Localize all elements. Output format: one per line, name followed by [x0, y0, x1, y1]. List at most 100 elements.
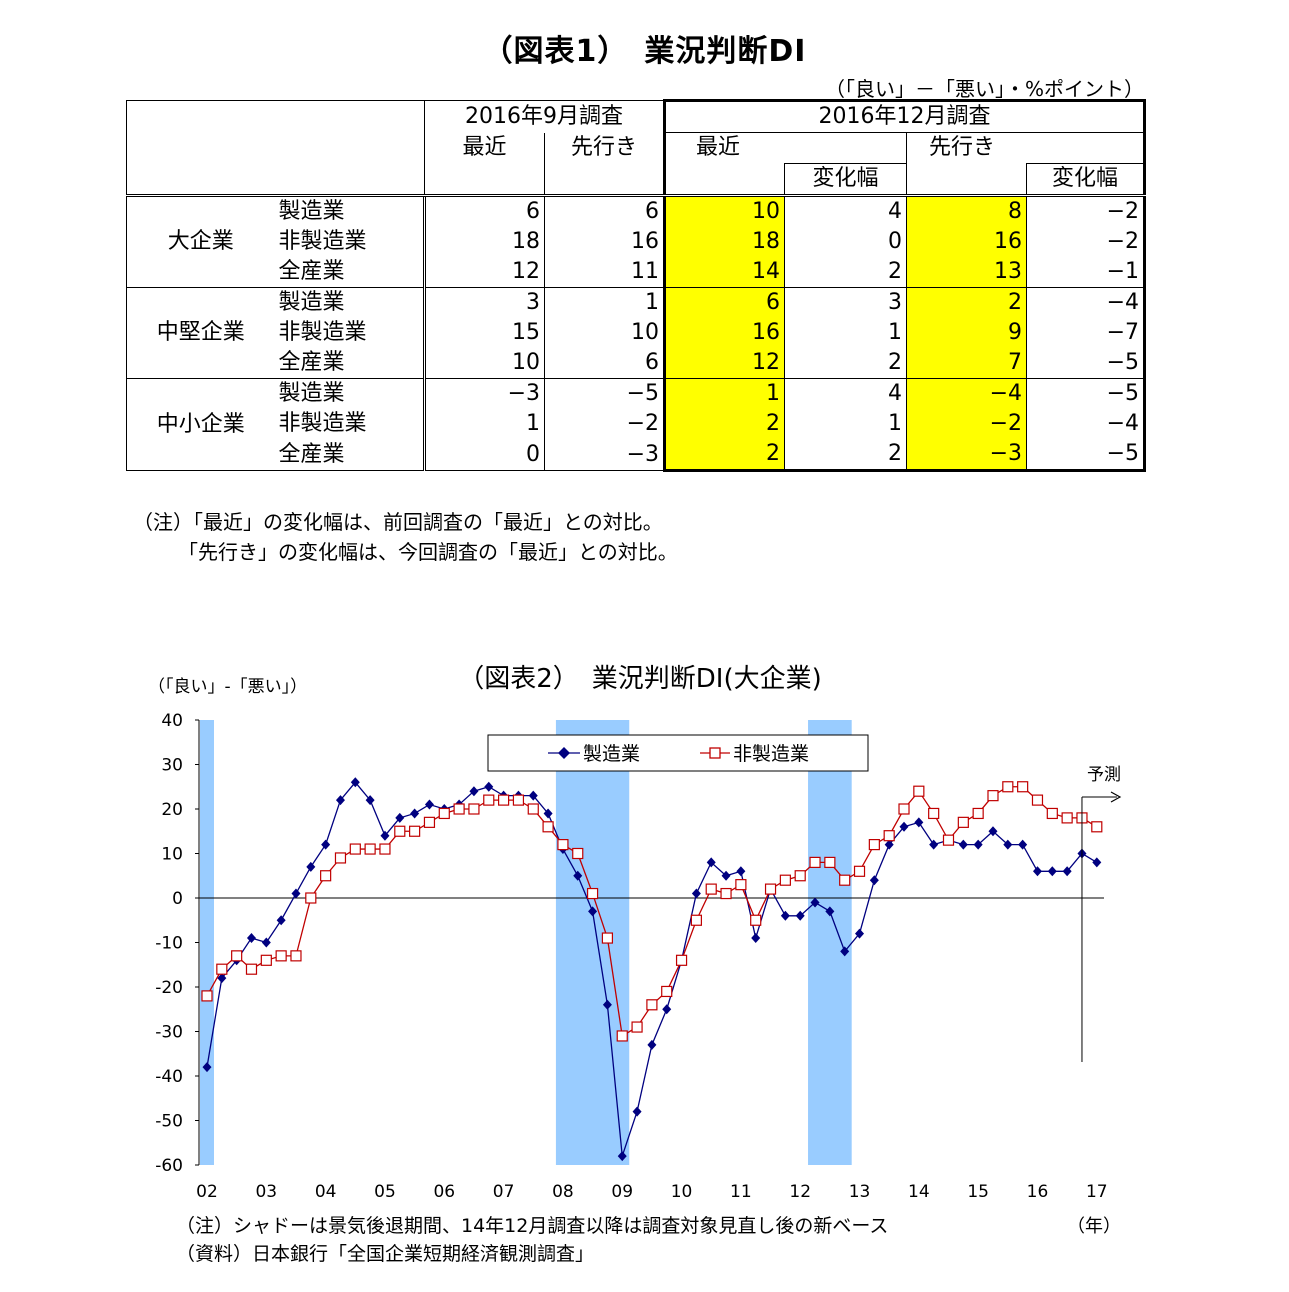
data-point-nonmanufacturing [779, 874, 791, 886]
dec-outlook-change-value: −5 [1026, 378, 1146, 409]
data-point-nonmanufacturing [438, 807, 450, 820]
header-survey-sep: 2016年9月調査 [424, 100, 665, 133]
sep-recent-value: 3 [423, 287, 545, 318]
x-tick-label: 02 [196, 1182, 218, 1202]
data-point-nonmanufacturing [349, 843, 361, 855]
x-tick-label: 15 [967, 1182, 989, 1202]
header-dec-outlook: 先行き [906, 132, 1027, 164]
sep-recent-value: 0 [423, 439, 545, 471]
data-point-nonmanufacturing [750, 914, 762, 926]
data-point-manufacturing [810, 897, 820, 908]
data-point-nonmanufacturing [1002, 781, 1014, 793]
data-point-manufacturing [573, 870, 583, 881]
data-point-nonmanufacturing [928, 807, 940, 820]
data-point-manufacturing [276, 915, 286, 926]
data-point-manufacturing [647, 1039, 657, 1050]
company-size-label: 中小企業 [126, 378, 275, 471]
industry-label: 製造業 [274, 378, 425, 409]
data-point-manufacturing [929, 839, 939, 850]
dec-outlook-change-value: −2 [1026, 227, 1146, 257]
sep-recent-value: 18 [423, 227, 545, 257]
sep-recent-value: 1 [423, 409, 545, 439]
data-point-nonmanufacturing [320, 870, 332, 882]
chart-title: （図表2） 業況判断DI(大企業) [458, 664, 822, 694]
data-point-nonmanufacturing [483, 794, 495, 806]
data-point-nonmanufacturing [364, 843, 376, 855]
dec-recent-change-value: 3 [784, 287, 907, 318]
corner-cell [126, 100, 425, 196]
header-survey-dec: 2016年12月調査 [663, 99, 1146, 133]
x-tick-label: 14 [908, 1182, 930, 1202]
data-point-nonmanufacturing [839, 874, 851, 886]
company-size-label: 大企業 [126, 194, 275, 288]
di-line-chart: （図表2） 業況判断DI(大企業) （「良い」-「悪い」） 40 30 20 10 0 -… [148, 664, 1122, 1265]
table-row: 中堅企業 製造業 3 1 6 3 2 −4 [126, 287, 1146, 379]
data-point-nonmanufacturing [275, 950, 287, 962]
data-point-manufacturing [395, 812, 405, 823]
dec-outlook-change-value: −4 [1026, 409, 1146, 439]
data-point-nonmanufacturing [572, 847, 584, 860]
header-dec-recent-change: 変化幅 [784, 163, 907, 196]
data-point-nonmanufacturing [942, 834, 955, 846]
table-row: 中小企業 製造業 −3 −5 1 4 −4 −5 [126, 378, 1146, 471]
chart-source: （資料）日本銀行「全国企業短期経済観測調査」 [176, 1243, 594, 1265]
forecast-label: 予測 [1087, 765, 1121, 785]
table-row: 全産業 10 6 12 2 7 −5 [127, 348, 1146, 379]
data-point-nonmanufacturing [883, 830, 895, 842]
company-size-label: 中堅企業 [126, 287, 275, 379]
data-point-manufacturing [424, 799, 434, 810]
data-point-manufacturing [602, 999, 612, 1010]
data-point-nonmanufacturing [631, 1021, 643, 1033]
sep-outlook-value: −2 [544, 409, 665, 439]
dec-outlook-change-value: −1 [1026, 257, 1146, 288]
data-point-nonmanufacturing [1017, 781, 1029, 793]
data-point-manufacturing [958, 839, 968, 850]
data-point-manufacturing [795, 910, 805, 921]
data-point-nonmanufacturing [705, 883, 717, 895]
data-point-nonmanufacturing [468, 803, 480, 815]
x-tick-label: 04 [315, 1182, 337, 1202]
data-point-nonmanufacturing [616, 1030, 628, 1042]
x-tick-label: 10 [671, 1182, 693, 1202]
sep-recent-value: 6 [423, 194, 545, 227]
dec-recent-value: 14 [663, 257, 785, 288]
data-point-manufacturing [350, 777, 360, 788]
dec-outlook-change-value: −4 [1026, 287, 1146, 318]
sep-recent-value: 15 [423, 318, 545, 348]
table-note-2: 「先行き」の変化幅は、今回調査の「最近」との対比。 [178, 540, 678, 564]
y-tick-label: 30 [161, 756, 183, 776]
legend: 製造業 非製造業 [487, 734, 869, 772]
data-point-nonmanufacturing [379, 843, 391, 855]
sep-outlook-value: 1 [544, 287, 665, 318]
header-dec-outlook-change: 変化幅 [1026, 163, 1146, 196]
dec-outlook-value: −3 [906, 439, 1027, 472]
table-note-1: （注）「最近」の変化幅は、前回調査の「最近」との対比。 [133, 510, 663, 534]
recession-shade [808, 720, 852, 1165]
data-point-nonmanufacturing [1031, 794, 1044, 806]
data-point-nonmanufacturing [1091, 821, 1103, 833]
table-row: 非製造業 18 16 18 0 16 −2 [127, 227, 1146, 257]
data-point-nonmanufacturing [913, 785, 925, 797]
data-point-nonmanufacturing [260, 954, 272, 966]
table-row: 非製造業 15 10 16 1 9 −7 [127, 318, 1146, 348]
dec-outlook-value: 7 [906, 348, 1027, 379]
data-point-manufacturing [1018, 839, 1028, 850]
data-point-manufacturing [217, 973, 227, 984]
header-sep-recent: 最近 [424, 132, 545, 196]
business-conditions-table: 2016年9月調査 2016年12月調査 最近 先行き 最近 先行き 変化幅 変… [126, 99, 1146, 472]
sep-outlook-value: 11 [544, 257, 665, 288]
y-tick-label: 0 [172, 889, 183, 909]
data-point-manufacturing [291, 888, 301, 899]
dec-recent-value: 6 [663, 287, 785, 318]
legend-label-manufacturing: 製造業 [583, 743, 640, 765]
sep-outlook-value: −5 [544, 378, 665, 409]
data-point-manufacturing [691, 888, 701, 899]
data-point-nonmanufacturing [1061, 812, 1073, 824]
data-point-nonmanufacturing [423, 816, 436, 828]
industry-label: 全産業 [274, 348, 425, 379]
recession-shade [555, 720, 630, 1165]
y-tick-label: -30 [155, 1023, 183, 1043]
dec-recent-value: 18 [663, 227, 785, 257]
data-point-manufacturing [1092, 857, 1102, 868]
sep-outlook-value: 16 [544, 227, 665, 257]
